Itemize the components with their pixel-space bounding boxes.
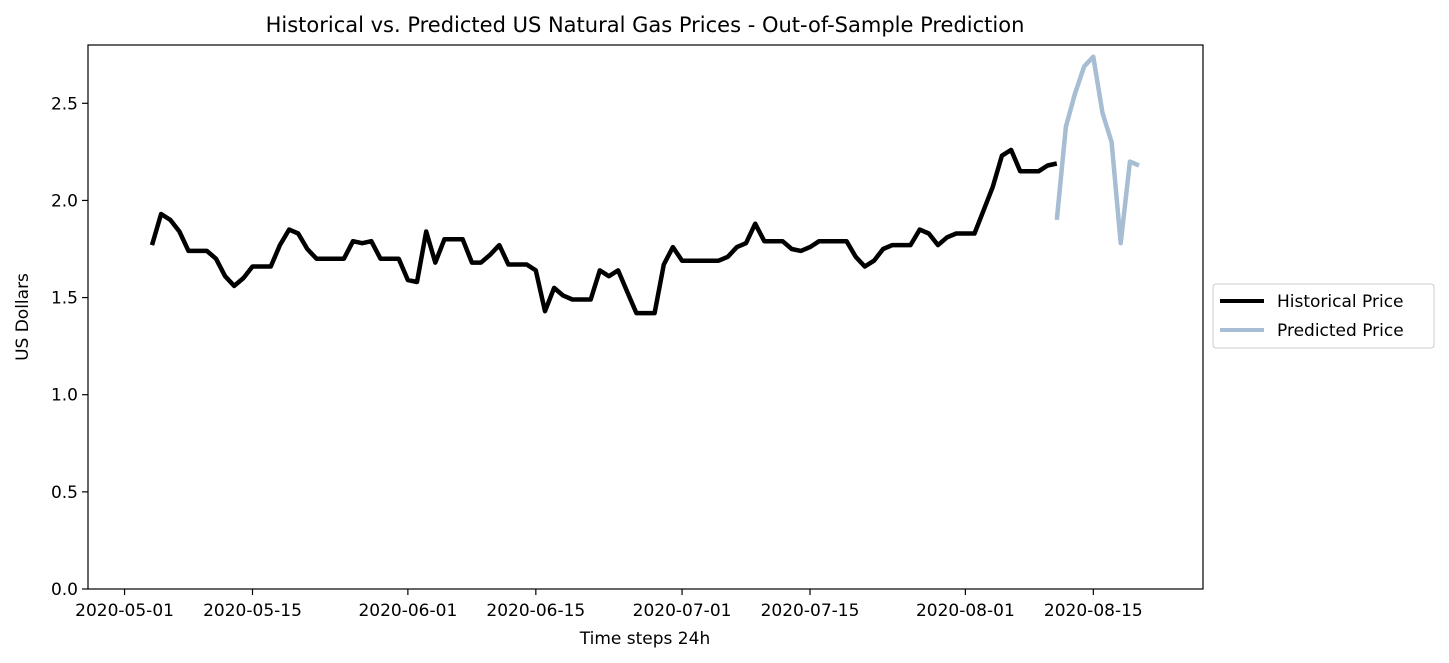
y-tick-label: 2.0 xyxy=(51,191,78,211)
x-tick-label: 2020-08-01 xyxy=(916,601,1015,621)
x-axis-label: Time steps 24h xyxy=(579,629,710,649)
x-axis: 2020-05-01 2020-05-15 2020-06-01 2020-06-15… xyxy=(75,589,1143,621)
plot-area: 0.00.51.01.52.02.5 2020-05-01 2020-05-15 2… xyxy=(51,44,1204,621)
legend-label-historical: Historical Price xyxy=(1277,292,1404,312)
y-axis-label: US Dollars xyxy=(13,273,33,361)
x-tick-label: 2020-05-15 xyxy=(203,601,302,621)
x-tick-label: 2020-08-15 xyxy=(1044,601,1143,621)
y-tick-label: 0.0 xyxy=(51,580,78,600)
legend-frame xyxy=(1212,283,1435,349)
x-tick-label: 2020-06-15 xyxy=(486,601,585,621)
x-tick-label: 2020-06-01 xyxy=(358,601,457,621)
plot-frame xyxy=(87,44,1204,590)
y-tick-label: 1.5 xyxy=(51,289,78,309)
legend-label-predicted: Predicted Price xyxy=(1277,321,1404,341)
series-line-historical xyxy=(149,147,1058,316)
y-tick-label: 1.0 xyxy=(51,386,78,406)
y-axis: 0.0 0.5 1.0 1.5 2.0 2.5 xyxy=(51,94,88,600)
x-tick-label: 2020-07-01 xyxy=(633,601,732,621)
y-tick-label: 0.5 xyxy=(51,483,78,503)
chart-title: Historical vs. Predicted US Natural Gas … xyxy=(266,13,1025,37)
series-layer xyxy=(149,54,1140,316)
x-tick-label: 2020-05-01 xyxy=(75,601,174,621)
x-tick-label: 2020-07-15 xyxy=(761,601,860,621)
y-tick-label: 2.5 xyxy=(51,94,78,114)
legend: Historical Price Predicted Price xyxy=(1212,283,1435,349)
series-line-predicted xyxy=(1054,54,1140,246)
